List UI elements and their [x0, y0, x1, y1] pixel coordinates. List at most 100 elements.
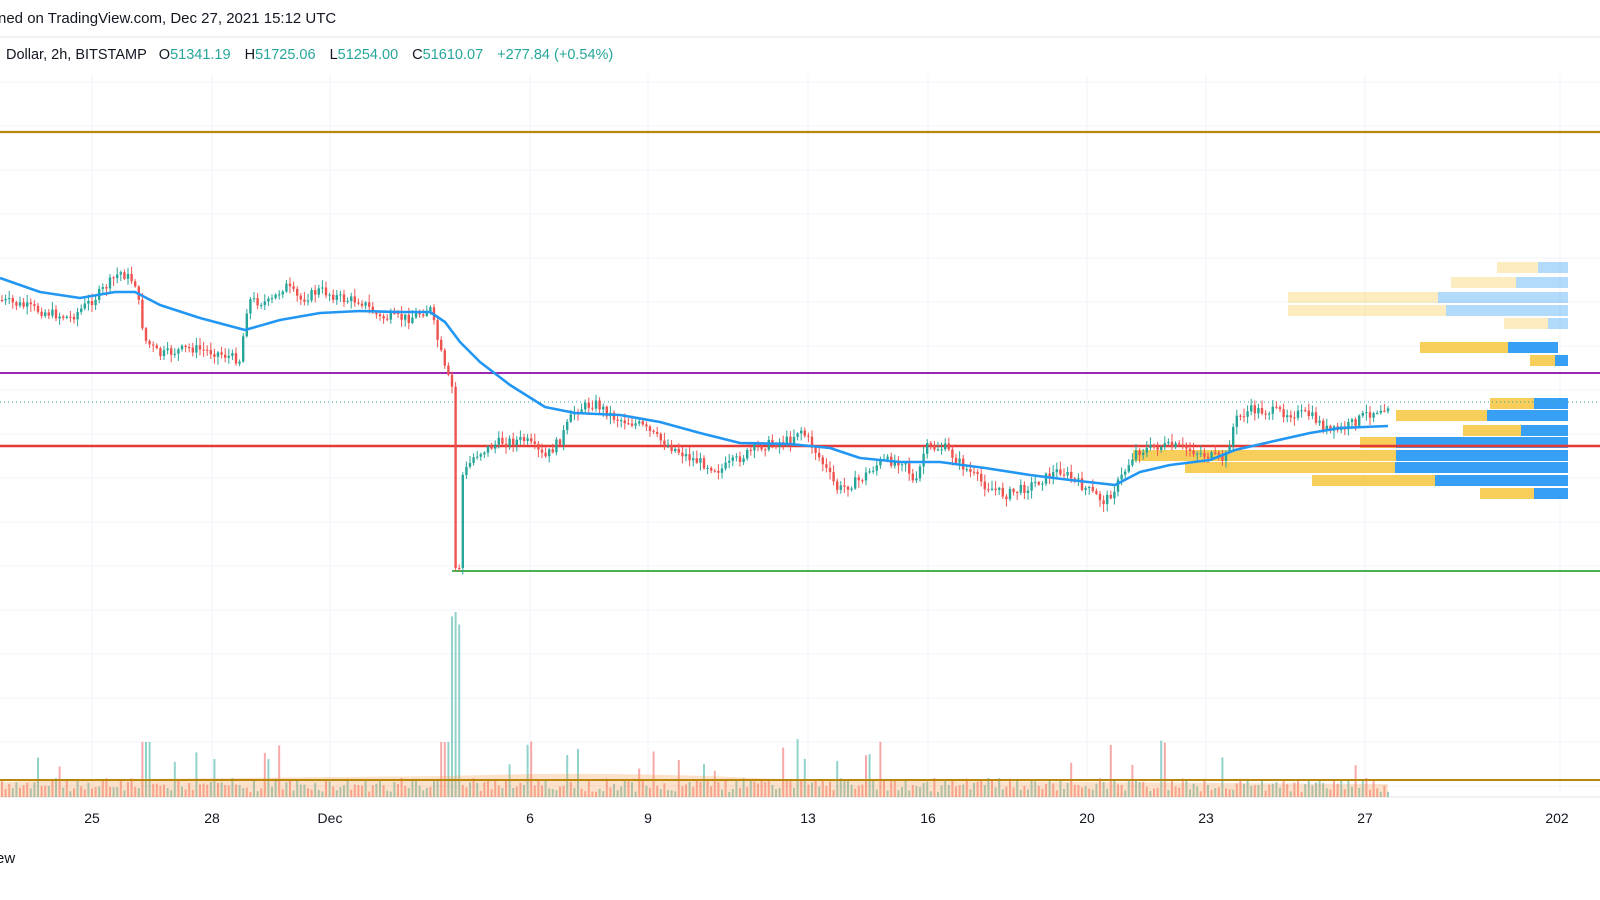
volume-bar: [469, 782, 471, 797]
candle-body: [1001, 487, 1004, 497]
candle-body: [479, 454, 482, 457]
candle-body: [1289, 415, 1292, 418]
volume-profile-up: [1480, 488, 1534, 499]
candle-body: [263, 301, 266, 306]
candle-body: [1095, 490, 1098, 494]
candle-body: [198, 345, 202, 350]
volume-ma-area: [0, 773, 1388, 797]
volume-bar: [1, 781, 3, 797]
candle-body: [706, 467, 709, 469]
candle-body: [425, 311, 428, 316]
volume-bar: [533, 785, 536, 797]
volume-bar: [80, 786, 83, 797]
volume-bar: [998, 778, 1001, 797]
candle-body: [1138, 450, 1141, 455]
candle-body: [1134, 450, 1138, 460]
candle-body: [508, 438, 511, 447]
volume-bar: [285, 782, 288, 797]
volume-bar: [587, 780, 590, 797]
volume-profile-down: [1534, 488, 1568, 499]
candle-body: [512, 438, 515, 446]
candle-body: [188, 347, 191, 349]
volume-bar: [292, 790, 295, 797]
candle-body: [1192, 450, 1195, 455]
candle-body: [472, 457, 475, 463]
x-tick-label: 27: [1357, 810, 1373, 826]
volume-bar: [890, 779, 893, 797]
candle-body: [749, 449, 752, 451]
candle-body: [317, 288, 320, 295]
volume-bar: [526, 744, 529, 797]
candle-body: [155, 345, 158, 349]
volume-bar: [447, 742, 450, 797]
volume-bar: [872, 780, 875, 797]
volume-bar: [1048, 779, 1051, 797]
candle-body: [998, 487, 1001, 490]
candle-body: [1059, 469, 1062, 475]
candle-body: [310, 290, 313, 301]
volume-bar: [37, 757, 39, 797]
candle-body: [810, 436, 814, 448]
candle-body: [1264, 413, 1267, 415]
candle-body: [4, 298, 7, 301]
candle-body: [785, 436, 788, 444]
volume-bar: [865, 755, 867, 797]
candle-body: [1012, 488, 1015, 493]
volume-bar: [418, 785, 421, 797]
candle-body: [1224, 452, 1228, 461]
candle-body: [1239, 415, 1242, 417]
volume-bar: [1329, 789, 1332, 797]
candle-body: [1116, 479, 1120, 492]
candle-body: [958, 458, 961, 463]
candle-body: [814, 447, 817, 453]
volume-bar: [375, 783, 378, 797]
candle-body: [515, 439, 518, 446]
x-tick-label: 28: [204, 810, 220, 826]
volume-bar: [616, 790, 619, 797]
candle-body: [497, 437, 500, 445]
candle-body: [627, 423, 630, 425]
candle-body: [670, 444, 673, 452]
volume-bar: [825, 785, 828, 797]
candle-body: [1300, 410, 1303, 412]
candle-body: [828, 467, 832, 473]
volume-bar: [1063, 788, 1065, 797]
candle-body: [926, 443, 929, 454]
candle-body: [1304, 410, 1307, 412]
volume-bar: [976, 781, 979, 797]
candle-body: [166, 348, 169, 351]
volume-bar: [307, 788, 309, 797]
volume-bar: [253, 780, 255, 797]
candle-body: [972, 471, 976, 473]
volume-profile: [1133, 262, 1568, 499]
volume-bar: [620, 786, 623, 797]
volume-bar: [429, 786, 432, 797]
volume-bar: [461, 784, 464, 797]
candle-body: [296, 288, 299, 296]
candle-body: [522, 437, 526, 441]
candle-body: [702, 458, 706, 469]
volume-profile-up: [1463, 425, 1521, 436]
volume-bar: [904, 779, 907, 797]
volume-bar: [152, 783, 155, 797]
candle-body: [598, 400, 601, 410]
volume-bar: [112, 787, 115, 797]
candle-body: [756, 444, 760, 446]
candle-body: [519, 437, 522, 440]
candle-body: [1149, 444, 1152, 448]
candle-body: [1156, 447, 1159, 450]
candle-body: [965, 469, 968, 471]
candle-body: [288, 283, 292, 287]
candle-body: [940, 449, 943, 451]
candle-body: [656, 431, 659, 434]
volume-bar: [1282, 781, 1285, 797]
volume-bar: [181, 786, 183, 797]
volume-bar: [4, 788, 7, 797]
volume-profile-down: [1548, 318, 1568, 329]
volume-bar: [580, 788, 583, 797]
candle-body: [990, 488, 994, 490]
candle-body: [83, 303, 86, 309]
published-on-text: ned on TradingView.com, Dec 27, 2021 15:…: [0, 10, 337, 27]
volume-bar: [386, 790, 389, 797]
